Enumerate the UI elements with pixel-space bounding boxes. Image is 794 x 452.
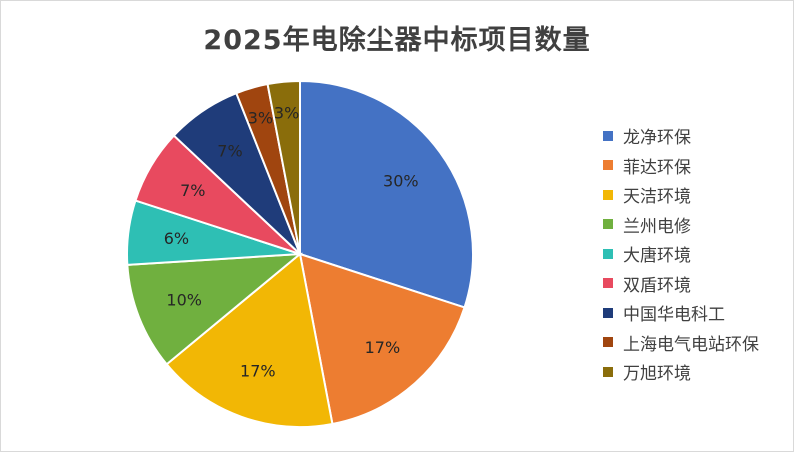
legend-item-6: 中国华电科工 xyxy=(603,298,759,328)
legend-swatch-7 xyxy=(603,337,613,348)
legend-label-1: 菲达环保 xyxy=(623,157,691,178)
legend-swatch-8 xyxy=(603,366,613,377)
slice-label-3: 10% xyxy=(166,290,202,309)
legend-item-5: 双盾环境 xyxy=(603,269,759,299)
legend-item-3: 兰州电修 xyxy=(603,210,759,240)
slice-label-5: 7% xyxy=(180,181,205,200)
chart-title: 2025年电除尘器中标项目数量 xyxy=(203,25,591,56)
legend-item-0: 龙净环保 xyxy=(603,121,759,151)
legend-label-0: 龙净环保 xyxy=(623,128,691,149)
legend-label-8: 万旭环境 xyxy=(623,364,691,385)
legend-item-8: 万旭环境 xyxy=(603,357,759,387)
legend-label-3: 兰州电修 xyxy=(623,216,691,237)
legend-label-6: 中国华电科工 xyxy=(623,305,725,326)
legend-swatch-0 xyxy=(603,130,613,141)
legend-item-1: 菲达环保 xyxy=(603,151,759,181)
pie-slice-1 xyxy=(298,252,466,426)
pie-slice-3 xyxy=(126,252,304,366)
legend-item-4: 大唐环境 xyxy=(603,239,759,269)
legend-swatch-4 xyxy=(603,248,613,259)
legend-item-2: 天洁环境 xyxy=(603,180,759,210)
slice-label-6: 7% xyxy=(217,142,242,161)
legend-label-5: 双盾环境 xyxy=(623,275,691,296)
legend-label-7: 上海电气电站环保 xyxy=(623,334,759,355)
slice-label-8: 3% xyxy=(274,103,299,122)
legend-swatch-5 xyxy=(603,278,613,289)
legend-swatch-1 xyxy=(603,160,613,171)
legend-swatch-3 xyxy=(603,219,613,230)
legend-label-2: 天洁环境 xyxy=(623,187,691,208)
slice-label-0: 30% xyxy=(383,171,419,190)
legend-label-4: 大唐环境 xyxy=(623,246,691,267)
pie-slice-0 xyxy=(299,79,474,309)
slice-label-2: 17% xyxy=(240,362,276,381)
slice-label-4: 6% xyxy=(164,229,189,248)
slice-label-7: 3% xyxy=(248,108,273,127)
slice-label-1: 17% xyxy=(365,338,401,357)
pie-slice-8 xyxy=(266,79,301,255)
legend-swatch-6 xyxy=(603,307,613,318)
legend-item-7: 上海电气电站环保 xyxy=(603,328,759,358)
chart-legend: 龙净环保菲达环保天洁环境兰州电修大唐环境双盾环境中国华电科工上海电气电站环保 万旭… xyxy=(603,121,759,387)
legend-swatch-2 xyxy=(603,189,613,200)
pie-slice-2 xyxy=(165,252,334,428)
